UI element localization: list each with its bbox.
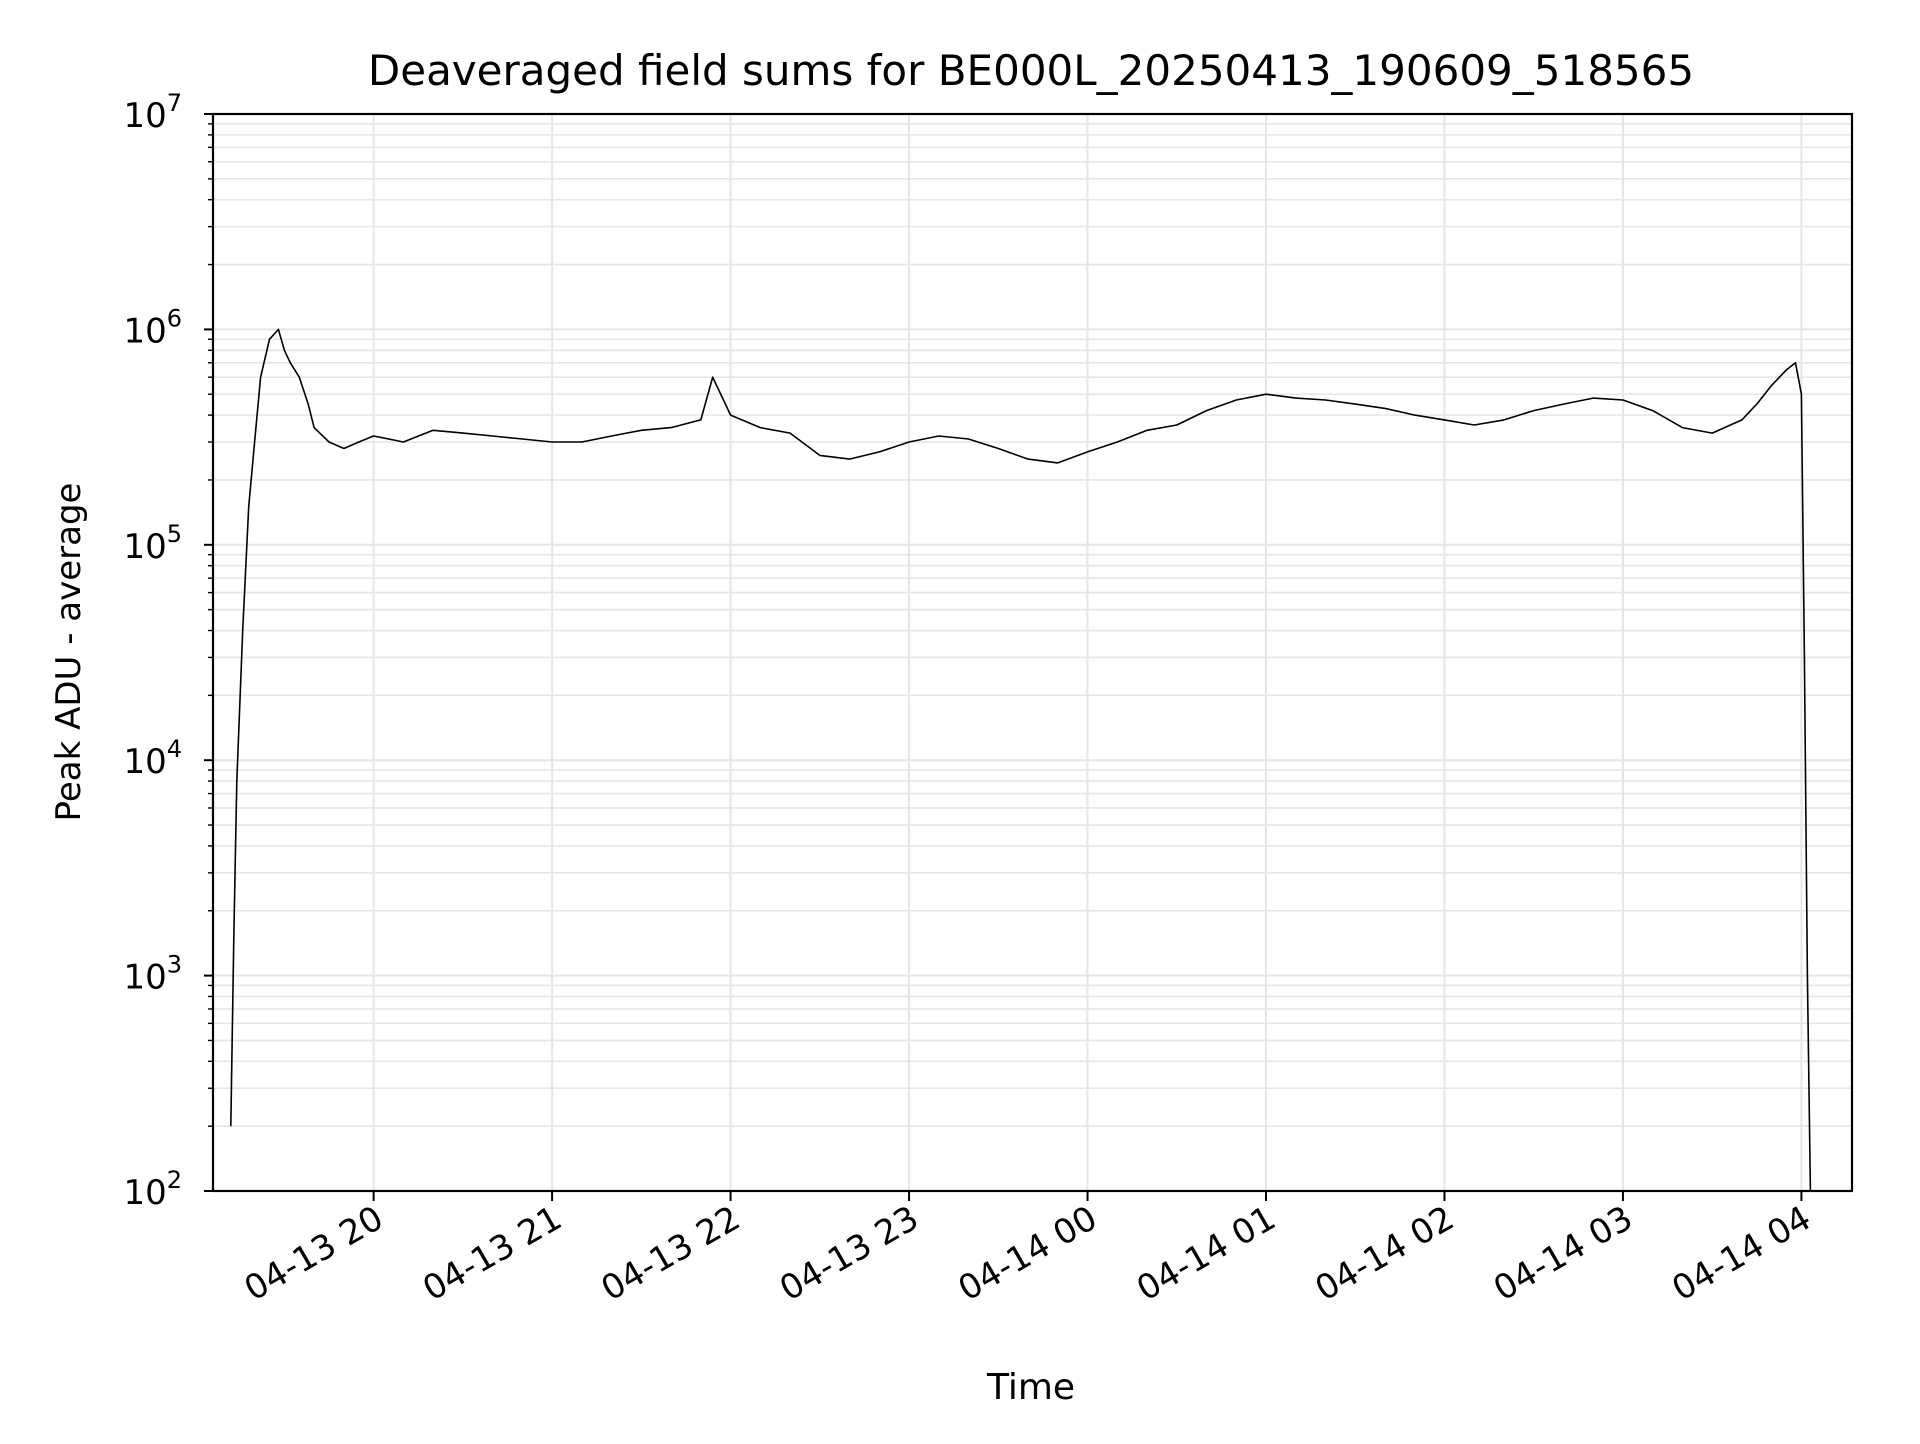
y-axis: 102 103 104 105 106 107 xyxy=(123,89,213,1213)
y-tick-label-3: 105 xyxy=(123,520,182,567)
x-axis: 04-13 20 04-13 21 04-13 22 04-13 23 04-14 00… xyxy=(238,1191,1818,1309)
y-tick-label-4: 106 xyxy=(123,304,182,351)
y-tick-label-1: 103 xyxy=(123,951,182,998)
y-tick-label-0: 102 xyxy=(123,1166,182,1213)
series-line-group xyxy=(230,328,1812,1192)
x-tick-label-7: 04-14 03 xyxy=(1487,1198,1639,1309)
x-tick-label-2: 04-13 22 xyxy=(595,1198,747,1309)
chart-title: Deaveraged field sums for BE000L_2025041… xyxy=(368,46,1694,95)
y-tick-label-5: 107 xyxy=(123,89,182,136)
x-tick-label-4: 04-14 00 xyxy=(952,1198,1104,1309)
x-axis-label: Time xyxy=(986,1367,1075,1408)
x-tick-label-3: 04-13 23 xyxy=(773,1198,925,1309)
plot-frame xyxy=(211,112,1854,1193)
series-line-0 xyxy=(230,328,1812,1192)
y-axis-label: Peak ADU - average xyxy=(49,483,89,822)
y-tick-label-2: 104 xyxy=(123,735,182,782)
x-tick-label-8: 04-14 04 xyxy=(1666,1198,1818,1309)
x-tick-label-6: 04-14 02 xyxy=(1309,1198,1461,1309)
x-tick-label-1: 04-13 21 xyxy=(416,1198,568,1309)
x-tick-label-5: 04-14 01 xyxy=(1130,1198,1282,1309)
x-tick-label-0: 04-13 20 xyxy=(238,1198,390,1309)
grid-lines xyxy=(213,114,1852,1192)
